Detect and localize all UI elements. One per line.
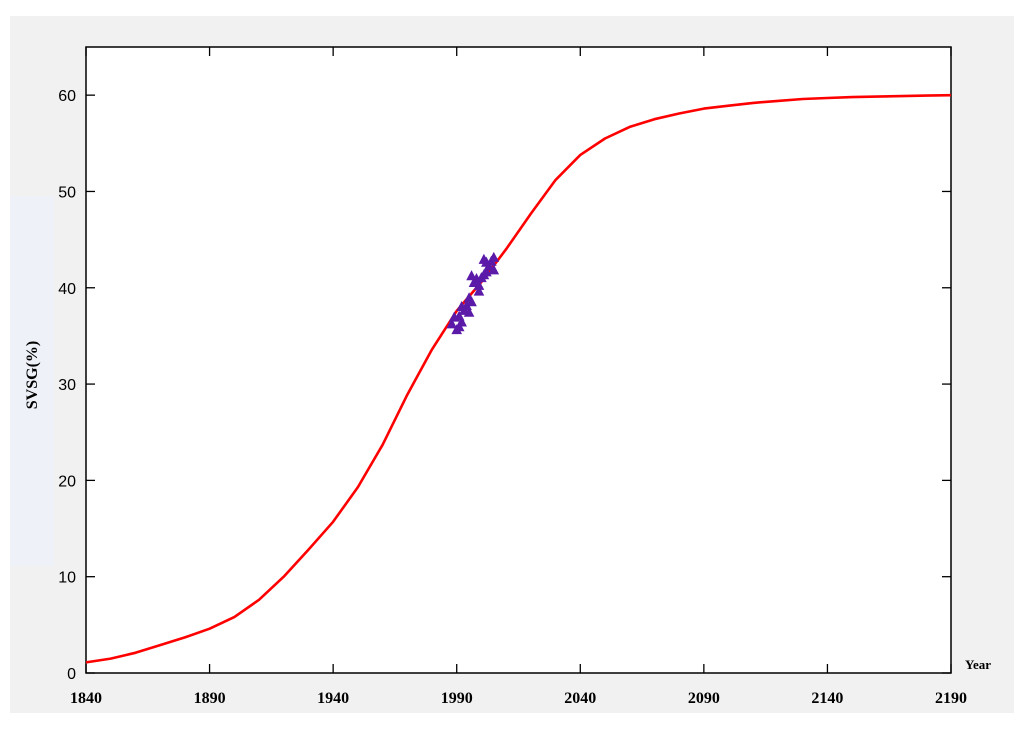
x-axis-title: Year xyxy=(965,657,991,672)
y-tick-label: 10 xyxy=(58,570,76,587)
y-axis-title: SVSG(%) xyxy=(24,341,41,409)
x-tick-label: 1840 xyxy=(70,690,102,707)
x-tick-label: 2090 xyxy=(688,690,720,707)
observation-point xyxy=(488,264,500,275)
ylabel-panel xyxy=(10,196,54,566)
y-tick-label: 30 xyxy=(58,377,76,394)
x-tick-label: 1990 xyxy=(441,690,473,707)
x-tick-label: 1890 xyxy=(194,690,226,707)
observation-point xyxy=(448,311,460,322)
axis-ticks xyxy=(85,47,952,674)
observation-point xyxy=(478,253,490,264)
x-tick-label: 2040 xyxy=(564,690,596,707)
x-tick-label: 2140 xyxy=(811,690,843,707)
y-tick-label: 0 xyxy=(67,666,76,683)
observation-point xyxy=(488,251,500,262)
observation-point xyxy=(463,292,475,303)
y-tick-label: 60 xyxy=(58,88,76,105)
y-tick-label: 40 xyxy=(58,281,76,298)
x-tick-label: 2190 xyxy=(935,690,967,707)
observation-point xyxy=(473,279,485,290)
observation-point xyxy=(466,270,477,281)
observation-point xyxy=(481,266,492,277)
y-tick-label: 20 xyxy=(58,473,76,490)
observation-point xyxy=(456,300,467,312)
fit-curve-line xyxy=(85,93,952,664)
observation-point xyxy=(446,318,458,329)
observation-point xyxy=(463,306,475,317)
x-tick-label: 1940 xyxy=(317,690,349,707)
observation-point xyxy=(453,321,465,332)
tick-labels: 0 10 20 30 40 50 60 1840 1890 1940 1990 2040 2090 214… xyxy=(58,88,967,707)
plot-area xyxy=(85,46,952,674)
series-layer xyxy=(85,93,952,664)
y-tick-label: 50 xyxy=(58,184,76,201)
observation-point xyxy=(473,285,485,296)
